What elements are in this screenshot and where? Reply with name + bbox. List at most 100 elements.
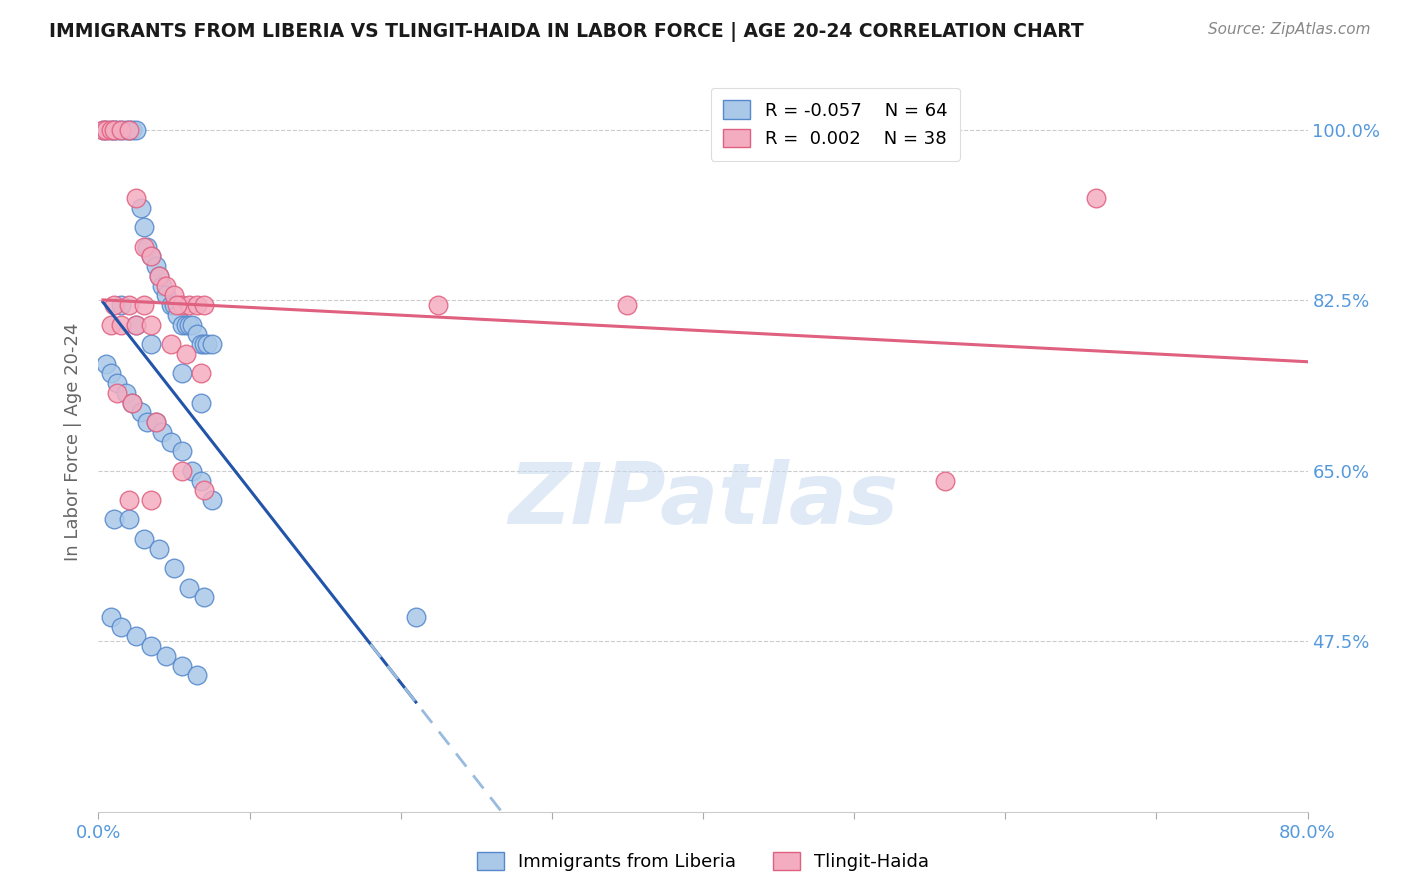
- Point: [160, 298, 183, 312]
- Point: [179, 298, 201, 312]
- Point: [163, 288, 186, 302]
- Point: [616, 298, 638, 312]
- Point: [148, 268, 170, 283]
- Point: [141, 250, 163, 264]
- Point: [155, 288, 177, 302]
- Point: [174, 347, 197, 361]
- Point: [121, 395, 143, 409]
- Point: [100, 123, 122, 137]
- Point: [105, 376, 128, 390]
- Point: [170, 367, 193, 381]
- Point: [110, 298, 132, 312]
- Point: [141, 318, 163, 332]
- Legend: Immigrants from Liberia, Tlingit-Haida: Immigrants from Liberia, Tlingit-Haida: [470, 845, 936, 879]
- Point: [141, 250, 163, 264]
- Point: [150, 278, 173, 293]
- Point: [201, 337, 224, 351]
- Text: ZIPatlas: ZIPatlas: [508, 459, 898, 542]
- Point: [118, 493, 141, 508]
- Point: [125, 629, 148, 643]
- Point: [166, 308, 188, 322]
- Point: [405, 610, 427, 624]
- Point: [118, 512, 141, 526]
- Point: [129, 405, 152, 419]
- Point: [160, 337, 183, 351]
- Point: [174, 318, 197, 332]
- Point: [190, 474, 212, 488]
- Legend: R = -0.057    N = 64, R =  0.002    N = 38: R = -0.057 N = 64, R = 0.002 N = 38: [710, 87, 960, 161]
- Point: [100, 610, 122, 624]
- Point: [1085, 191, 1108, 205]
- Point: [186, 327, 208, 342]
- Point: [190, 337, 212, 351]
- Point: [148, 268, 170, 283]
- Point: [100, 123, 122, 137]
- Point: [135, 415, 157, 429]
- Point: [129, 201, 152, 215]
- Point: [125, 191, 148, 205]
- Point: [163, 298, 186, 312]
- Point: [195, 337, 218, 351]
- Point: [103, 123, 125, 137]
- Point: [110, 619, 132, 633]
- Point: [132, 298, 155, 312]
- Point: [91, 123, 114, 137]
- Point: [170, 444, 193, 458]
- Point: [166, 298, 188, 312]
- Point: [141, 493, 163, 508]
- Point: [114, 123, 136, 137]
- Point: [170, 464, 193, 478]
- Point: [110, 123, 132, 137]
- Point: [125, 318, 148, 332]
- Point: [150, 425, 173, 439]
- Point: [91, 123, 114, 137]
- Point: [170, 298, 193, 312]
- Point: [118, 123, 141, 137]
- Point: [103, 512, 125, 526]
- Point: [179, 318, 201, 332]
- Point: [190, 367, 212, 381]
- Point: [163, 561, 186, 575]
- Point: [170, 658, 193, 673]
- Point: [105, 123, 128, 137]
- Point: [105, 385, 128, 400]
- Point: [94, 123, 117, 137]
- Point: [118, 298, 141, 312]
- Point: [141, 337, 163, 351]
- Point: [114, 385, 136, 400]
- Point: [135, 240, 157, 254]
- Point: [170, 318, 193, 332]
- Point: [193, 591, 215, 605]
- Point: [145, 259, 167, 273]
- Point: [427, 298, 450, 312]
- Point: [181, 464, 204, 478]
- Point: [934, 474, 956, 488]
- Point: [121, 123, 143, 137]
- Point: [103, 298, 125, 312]
- Text: Source: ZipAtlas.com: Source: ZipAtlas.com: [1208, 22, 1371, 37]
- Point: [193, 337, 215, 351]
- Point: [132, 220, 155, 235]
- Point: [132, 532, 155, 546]
- Point: [94, 357, 117, 371]
- Point: [121, 395, 143, 409]
- Point: [201, 493, 224, 508]
- Point: [145, 415, 167, 429]
- Point: [179, 581, 201, 595]
- Point: [125, 123, 148, 137]
- Point: [118, 123, 141, 137]
- Point: [160, 434, 183, 449]
- Point: [155, 278, 177, 293]
- Point: [110, 318, 132, 332]
- Y-axis label: In Labor Force | Age 20-24: In Labor Force | Age 20-24: [65, 322, 83, 561]
- Point: [110, 123, 132, 137]
- Point: [125, 318, 148, 332]
- Point: [145, 415, 167, 429]
- Point: [132, 240, 155, 254]
- Point: [141, 639, 163, 653]
- Point: [155, 648, 177, 663]
- Point: [193, 483, 215, 498]
- Point: [100, 318, 122, 332]
- Point: [181, 318, 204, 332]
- Point: [100, 367, 122, 381]
